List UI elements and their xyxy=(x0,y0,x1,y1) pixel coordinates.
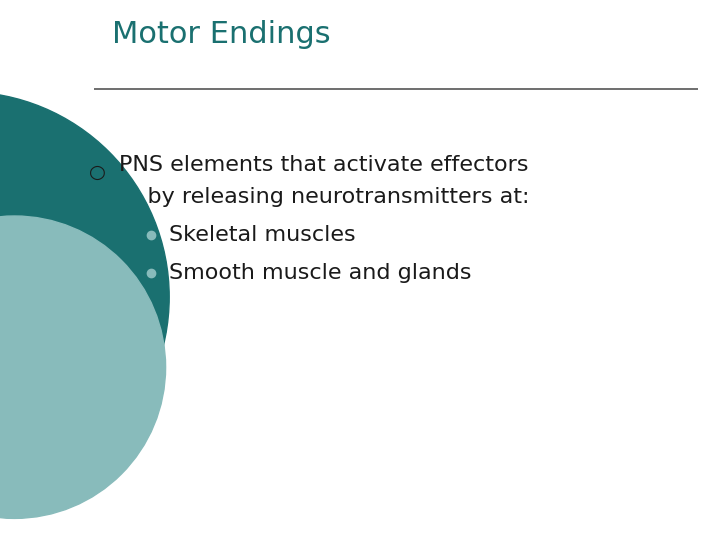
Text: Skeletal muscles: Skeletal muscles xyxy=(169,225,356,245)
Text: Smooth muscle and glands: Smooth muscle and glands xyxy=(169,262,472,283)
Ellipse shape xyxy=(0,216,166,518)
Ellipse shape xyxy=(0,92,169,502)
Text: by releasing neurotransmitters at:: by releasing neurotransmitters at: xyxy=(119,187,529,207)
Text: ○: ○ xyxy=(89,163,106,183)
Text: Motor Endings: Motor Endings xyxy=(112,19,330,49)
Text: PNS elements that activate effectors: PNS elements that activate effectors xyxy=(119,154,528,175)
